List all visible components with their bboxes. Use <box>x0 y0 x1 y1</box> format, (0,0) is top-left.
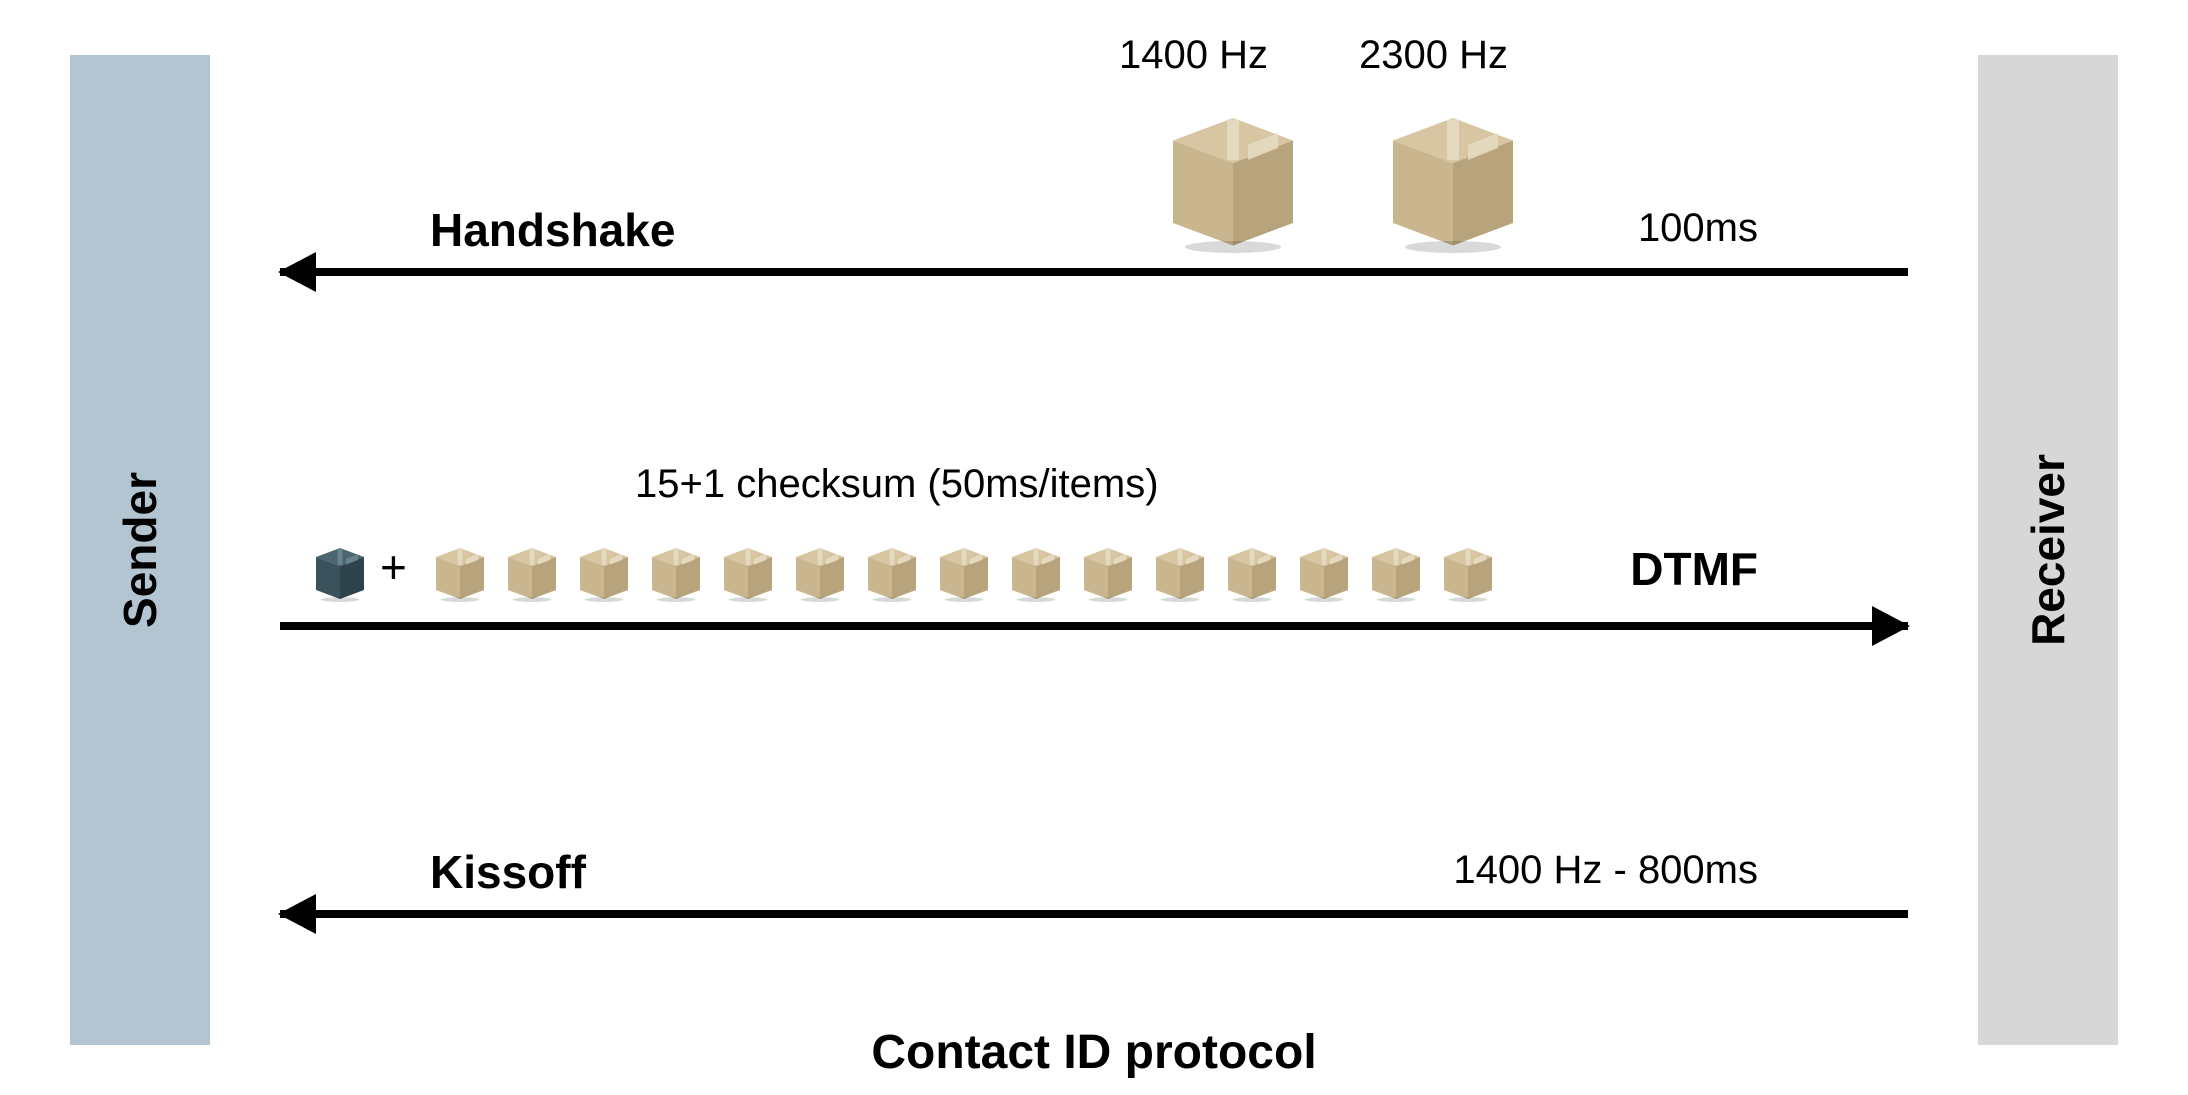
handshake-arrow <box>280 268 1908 276</box>
box-icon <box>1366 542 1426 602</box>
box-icon <box>1158 103 1308 253</box>
box-icon <box>1006 542 1066 602</box>
plus-sign: + <box>380 540 407 594</box>
box-icon <box>1150 542 1210 602</box>
box-icon <box>790 542 850 602</box>
box-icon <box>1078 542 1138 602</box>
box-icon <box>934 542 994 602</box>
box-icon <box>1294 542 1354 602</box>
box-icon <box>862 542 922 602</box>
dtmf-arrow <box>280 622 1908 630</box>
sender-bar: Sender <box>70 55 210 1045</box>
box-icon <box>646 542 706 602</box>
handshake-duration: 100ms <box>1638 206 1758 251</box>
box-icon <box>502 542 562 602</box>
box-icon <box>574 542 634 602</box>
handshake-title: Handshake <box>430 203 675 257</box>
handshake-freq2: 2300 Hz <box>1359 33 1508 78</box>
kissoff-arrow <box>280 910 1908 918</box>
dtmf-title: DTMF <box>1630 542 1758 596</box>
diagram-stage: Sender Receiver 1400 Hz 2300 Hz 100ms Ha… <box>0 0 2188 1095</box>
dtmf-subtitle: 15+1 checksum (50ms/items) <box>635 462 1159 507</box>
box-icon <box>430 542 490 602</box>
handshake-freq1: 1400 Hz <box>1119 33 1268 78</box>
handshake-row: 1400 Hz 2300 Hz 100ms Handshake <box>280 268 1908 276</box>
box-icon <box>310 542 370 602</box>
kissoff-row: Kissoff 1400 Hz - 800ms <box>280 910 1908 918</box>
sender-label: Sender <box>113 472 167 628</box>
dtmf-row: 15+1 checksum (50ms/items) + <box>280 622 1908 630</box>
receiver-bar: Receiver <box>1978 55 2118 1045</box>
kissoff-title: Kissoff <box>430 845 586 899</box>
box-icon <box>1222 542 1282 602</box>
box-icon <box>718 542 778 602</box>
footer-title: Contact ID protocol <box>871 1025 1316 1080</box>
box-icon <box>1378 103 1528 253</box>
box-icon <box>1438 542 1498 602</box>
receiver-label: Receiver <box>2021 454 2075 646</box>
kissoff-details: 1400 Hz - 800ms <box>1453 848 1758 893</box>
